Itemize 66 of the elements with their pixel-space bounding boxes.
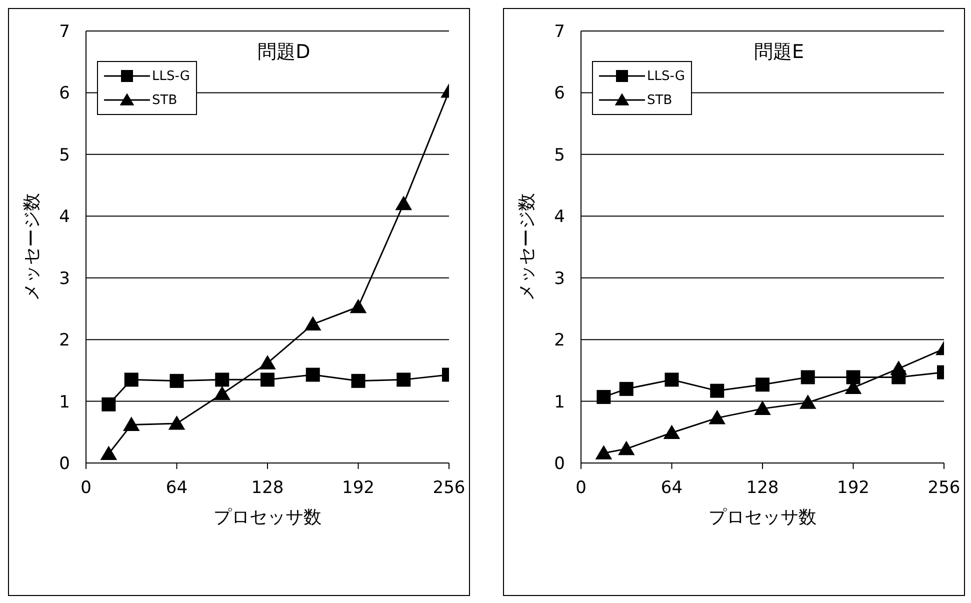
y-tick-label: 4 — [554, 207, 565, 228]
point — [124, 372, 138, 387]
point — [800, 370, 815, 384]
point — [396, 372, 411, 387]
point — [170, 374, 184, 388]
point — [618, 440, 635, 456]
y-tick-label: 0 — [59, 454, 70, 474]
y-axis-title: メッセージ数 — [516, 193, 538, 301]
legend-label: STB — [152, 92, 178, 108]
x-tick-label: 64 — [166, 478, 188, 498]
y-tick-label: 1 — [554, 392, 565, 412]
point — [306, 368, 320, 382]
point — [102, 397, 116, 412]
text: 問題D — [258, 41, 310, 63]
y-tick-label: 5 — [554, 145, 565, 166]
x-tick-label: 256 — [432, 478, 466, 498]
point — [351, 374, 366, 388]
point — [395, 196, 412, 210]
point — [754, 400, 771, 415]
x-tick-label: 0 — [576, 478, 586, 498]
y-tick-label: 5 — [59, 145, 70, 166]
point — [890, 360, 908, 375]
y-tick-label: 2 — [554, 330, 565, 351]
y-tick-label: 7 — [554, 22, 565, 42]
x-axis-title: プロセッサ数 — [708, 507, 816, 528]
point — [619, 382, 634, 396]
x-tick-label: 0 — [80, 478, 92, 498]
point — [304, 316, 322, 330]
y-axis-title: メッセージ数 — [21, 193, 42, 301]
point — [100, 446, 118, 460]
point — [799, 394, 816, 409]
y-tick-label: 0 — [554, 454, 565, 474]
point — [596, 390, 611, 404]
y-tick-label: 6 — [59, 84, 70, 104]
x-tick-label: 128 — [746, 478, 779, 498]
point — [710, 384, 724, 398]
point — [260, 372, 274, 387]
point — [664, 372, 679, 387]
legend-label: LLS-G — [152, 68, 190, 84]
x-tick-label: 192 — [342, 478, 374, 498]
x-tick-label: 64 — [660, 478, 683, 498]
point — [215, 372, 230, 387]
legend-label: LLS-G — [647, 68, 685, 84]
point — [595, 445, 612, 460]
y-tick-label: 3 — [59, 268, 70, 289]
y-tick-label: 7 — [59, 22, 70, 42]
point — [168, 415, 186, 430]
point — [122, 416, 140, 432]
y-tick-label: 1 — [59, 392, 70, 412]
point — [756, 378, 770, 392]
x-tick-label: 192 — [837, 478, 870, 498]
y-tick-label: 3 — [554, 268, 565, 289]
x-axis-title: プロセッサ数 — [214, 507, 322, 528]
legend-label: STB — [647, 92, 672, 108]
point — [259, 354, 276, 370]
point — [214, 386, 231, 400]
y-tick-label: 6 — [554, 84, 565, 104]
point — [708, 410, 726, 424]
x-tick-label: 128 — [251, 478, 284, 498]
y-tick-label: 4 — [59, 207, 70, 228]
x-tick-label: 256 — [928, 478, 960, 498]
point — [846, 370, 860, 384]
text: 問題E — [754, 41, 804, 63]
point — [663, 424, 680, 440]
point — [350, 298, 367, 314]
y-tick-label: 2 — [59, 330, 70, 351]
